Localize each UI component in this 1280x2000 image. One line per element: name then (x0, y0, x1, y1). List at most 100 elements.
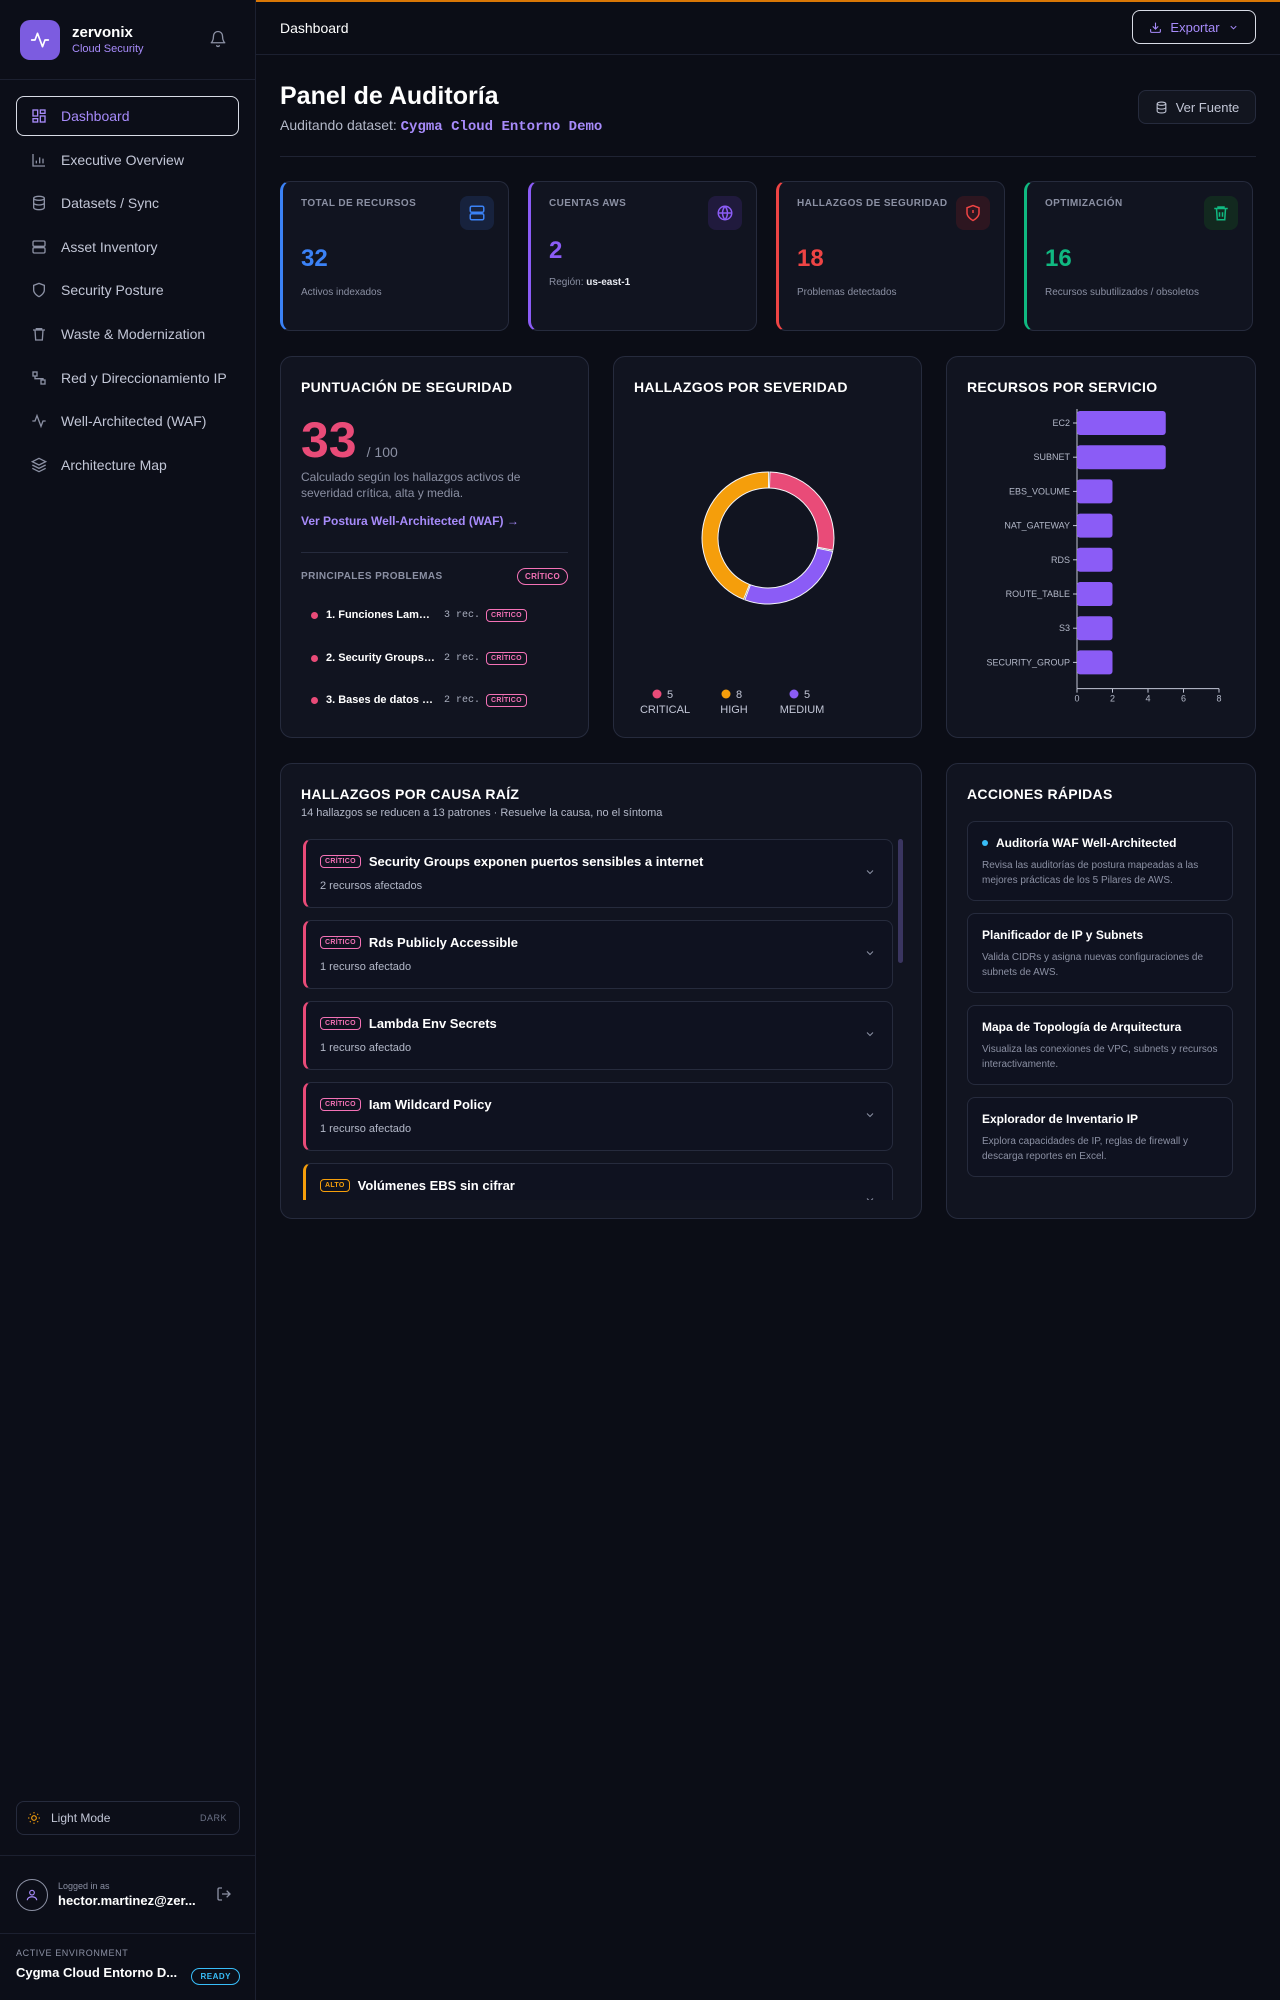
chevron-down-icon[interactable] (864, 1194, 876, 1200)
chevron-down-icon[interactable] (864, 866, 876, 878)
sidebar-item-asset-inventory[interactable]: Asset Inventory (16, 227, 239, 267)
root-cause-item[interactable]: CRÍTICO Lambda Env Secrets 1 recurso afec… (303, 1001, 893, 1070)
quick-action-ip-planner[interactable]: Planificador de IP y Subnets Valida CIDR… (967, 913, 1233, 993)
root-cause-item[interactable]: CRÍTICO Security Groups exponen puertos s… (303, 839, 893, 908)
shield-alert-icon (956, 196, 990, 230)
waf-link[interactable]: Ver Postura Well-Architected (WAF) → (301, 514, 519, 528)
bar-ec2 (1077, 411, 1166, 435)
root-cause-subtitle: 14 hallazgos se reducen a 13 patrones · … (301, 807, 663, 819)
y-tick-label: ROUTE_TABLE (1006, 589, 1070, 599)
quick-actions-card: ACCIONES RÁPIDAS Auditoría WAF Well-Arch… (946, 763, 1256, 1219)
severity-badge: CRÍTICO (320, 855, 361, 868)
problem-item[interactable]: 1. Funciones Lambda ma... 3 rec. CRÍTICO (311, 607, 561, 623)
problem-name: 1. Funciones Lambda ma... (326, 609, 436, 621)
score-value: 33 (301, 412, 357, 468)
problems-badge: CRÍTICO (517, 568, 568, 585)
x-tick-label: 8 (1216, 694, 1221, 704)
server-icon (32, 240, 46, 254)
root-cause-item[interactable]: CRÍTICO Rds Publicly Accessible 1 recurso… (303, 920, 893, 989)
sidebar-item-label: Datasets / Sync (61, 195, 160, 212)
root-cause-item[interactable]: CRÍTICO Iam Wildcard Policy 1 recurso afe… (303, 1082, 893, 1151)
bar-nat_gateway (1077, 513, 1113, 538)
problem-count: 2 rec. (444, 694, 481, 706)
chevron-down-icon[interactable] (864, 1109, 876, 1121)
view-source-button[interactable]: Ver Fuente (1138, 90, 1256, 124)
root-cause-title: Iam Wildcard Policy (368, 1097, 492, 1112)
export-button[interactable]: Exportar (1132, 10, 1256, 44)
severity-badge: CRÍTICO (320, 1098, 361, 1111)
y-tick-label: EC2 (1052, 418, 1070, 428)
status-badge: READY (191, 1968, 240, 1985)
donut-slice-critical (768, 471, 835, 551)
region-value: us-east-1 (586, 277, 631, 288)
server-icon (460, 196, 494, 230)
root-cause-title: Volúmenes EBS sin cifrar (357, 1178, 515, 1193)
sidebar-item-dashboard[interactable]: Dashboard (16, 96, 239, 136)
theme-toggle[interactable]: Light Mode DARK (16, 1801, 240, 1835)
env-name: Cygma Cloud Entorno D... (16, 1965, 178, 1980)
quick-action-title: Mapa de Topología de Arquitectura (982, 1020, 1182, 1034)
quick-action-title: Planificador de IP y Subnets (982, 928, 1144, 942)
x-tick-label: 6 (1181, 694, 1186, 704)
quick-action-waf[interactable]: Auditoría WAF Well-Architected Revisa la… (967, 821, 1233, 901)
database-icon (1156, 101, 1167, 113)
quick-action-ip-inventory[interactable]: Explorador de Inventario IP Explora capa… (967, 1097, 1233, 1177)
user-email: hector.martinez@zer... (58, 1893, 196, 1908)
root-cause-title: Security Groups exponen puertos sensible… (368, 854, 704, 869)
sidebar-item-security-posture[interactable]: Security Posture (16, 270, 239, 310)
bell-icon[interactable] (209, 30, 227, 53)
kpi-note: Recursos subutilizados / obsoletos (1045, 287, 1199, 298)
user-icon (26, 1889, 38, 1900)
brand-name: zervonix (72, 24, 133, 41)
kpi-note: Problemas detectados (797, 287, 897, 298)
kpi-value: 2 (549, 237, 563, 264)
brand: zervonix Cloud Security (0, 0, 255, 80)
sidebar-item-network[interactable]: Red y Direccionamiento IP (16, 358, 239, 398)
problems-label: PRINCIPALES PROBLEMAS (301, 571, 443, 582)
severity-dot (311, 611, 318, 619)
bar-ebs_volume (1077, 479, 1113, 504)
chevron-down-icon[interactable] (864, 1028, 876, 1040)
sidebar-item-waste[interactable]: Waste & Modernization (16, 314, 239, 354)
user-panel: Logged in as hector.martinez@zer... (0, 1856, 256, 1934)
sidebar-item-label: Executive Overview (61, 151, 184, 168)
kpi-label: TOTAL DE RECURSOS (301, 198, 417, 209)
env-label: ACTIVE ENVIRONMENT (16, 1948, 129, 1958)
y-tick-label: EBS_VOLUME (1009, 486, 1070, 496)
logout-icon[interactable] (216, 1886, 232, 1907)
y-tick-label: RDS (1051, 555, 1070, 565)
sidebar-item-waf[interactable]: Well-Architected (WAF) (16, 401, 239, 441)
page-subtitle: Auditando dataset: Cygma Cloud Entorno D… (280, 117, 602, 135)
sidebar-footer: Light Mode DARK Logged in as hector.mart… (0, 1801, 256, 2000)
root-cause-item[interactable]: ALTO Volúmenes EBS sin cifrar (303, 1163, 893, 1200)
kpi-note: Activos indexados (301, 287, 382, 298)
kpi-security-findings: HALLAZGOS DE SEGURIDAD 18 Problemas dete… (776, 181, 1005, 331)
bar-subnet (1077, 445, 1166, 470)
page-title: Panel de Auditoría (280, 82, 499, 110)
sidebar-item-label: Well-Architected (WAF) (61, 413, 207, 430)
active-dot (982, 840, 988, 846)
brand-subtitle: Cloud Security (72, 43, 144, 55)
sidebar-item-architecture-map[interactable]: Architecture Map (16, 445, 239, 485)
shield-icon (33, 282, 45, 298)
bar-chart-icon (32, 153, 45, 167)
quick-action-topology[interactable]: Mapa de Topología de Arquitectura Visual… (967, 1005, 1233, 1085)
logo-icon (20, 19, 60, 60)
problem-item[interactable]: 2. Security Groups abier... 2 rec. CRÍTI… (311, 650, 561, 666)
legend-dot (721, 689, 731, 699)
chevron-down-icon[interactable] (864, 947, 876, 959)
problem-item[interactable]: 3. Bases de datos RDS e... 2 rec. CRÍTIC… (311, 692, 561, 708)
avatar[interactable] (16, 1878, 48, 1911)
sidebar-item-datasets[interactable]: Datasets / Sync (16, 183, 239, 223)
kpi-total-resources: TOTAL DE RECURSOS 32 Activos indexados (280, 181, 509, 331)
bar-route_table (1077, 582, 1113, 606)
sidebar: zervonix Cloud Security Dashboard Execut… (0, 0, 256, 2000)
kpi-value: 18 (797, 245, 824, 272)
score-row: 33 / 100 (301, 411, 398, 469)
sidebar-item-label: Architecture Map (61, 456, 167, 473)
root-cause-list[interactable]: CRÍTICO Security Groups exponen puertos s… (281, 764, 921, 1200)
globe-icon (708, 196, 742, 230)
scrollbar[interactable] (898, 839, 903, 963)
sidebar-item-executive-overview[interactable]: Executive Overview (16, 140, 239, 180)
donut-slice-medium (744, 547, 834, 605)
